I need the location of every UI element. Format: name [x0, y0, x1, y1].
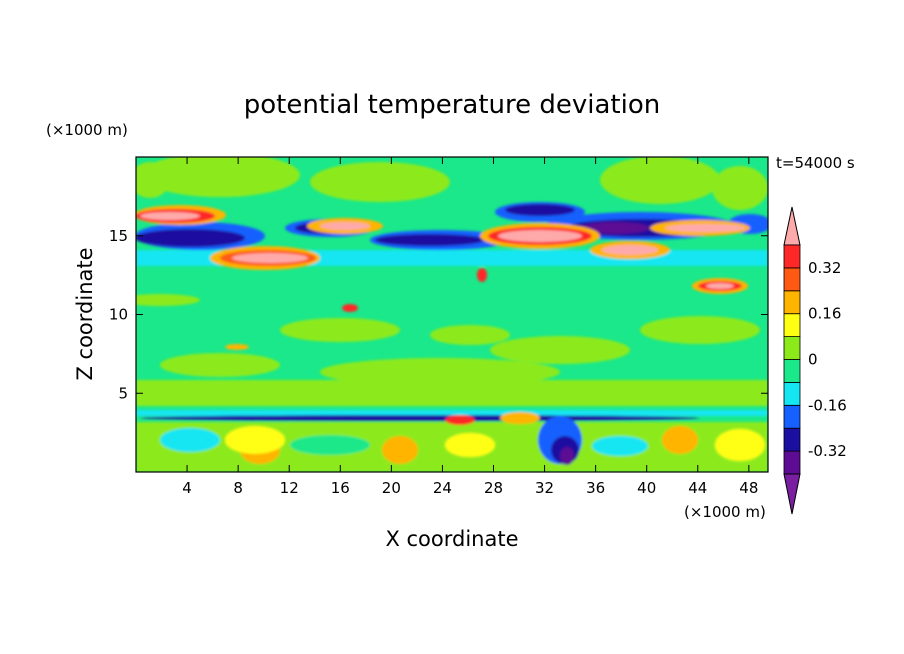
field-red: [477, 268, 487, 282]
field-navy: [136, 229, 245, 247]
colorbar-extend-high: [783, 206, 801, 246]
x-axis: 4 8 12 16 20 24 28 32 36 40 44 48: [182, 157, 758, 497]
y-tick-label: 5: [118, 384, 128, 402]
x-tick-label: 12: [280, 479, 299, 497]
colorbar-segment: [783, 359, 801, 383]
field-pink: [232, 253, 308, 263]
colorbar-segment: [783, 267, 801, 292]
field-yellow: [445, 433, 495, 457]
field-orange: [662, 426, 698, 454]
colorbar-label: 0: [808, 351, 818, 369]
x-tick-label: 4: [182, 479, 192, 497]
colorbar-label: 0.32: [808, 259, 841, 277]
field-navy: [140, 415, 700, 421]
x-tick-label: 32: [535, 479, 554, 497]
field-yellow: [225, 426, 285, 454]
field-lime: [136, 162, 170, 198]
x-tick-label: 24: [433, 479, 452, 497]
field-pink: [602, 245, 658, 255]
colorbar-label: -0.16: [808, 396, 847, 414]
field-pink: [706, 283, 734, 289]
field-lime: [430, 325, 510, 345]
field-lime: [160, 353, 280, 377]
colorbar-extend-low: [783, 473, 801, 515]
colorbar-label: 0.16: [808, 305, 841, 323]
chart-title: potential temperature deviation: [244, 90, 660, 120]
field-red: [445, 415, 475, 425]
x-tick-label: 8: [233, 479, 243, 497]
field-pink: [498, 230, 582, 242]
field-lime: [712, 166, 768, 210]
field-lime: [140, 157, 300, 197]
field-lime: [310, 162, 450, 202]
y-axis-label: Z coordinate: [73, 247, 97, 380]
colorbar: 0.32 0.16 0 -0.16 -0.32: [783, 206, 847, 515]
field-purple: [560, 447, 574, 465]
field-pink: [320, 222, 370, 230]
colorbar-segment: [783, 404, 801, 429]
time-label: t=54000 s: [776, 154, 855, 172]
y-unit-label: (×1000 m): [46, 121, 128, 139]
field-cyan: [592, 436, 648, 456]
field-pink: [140, 212, 200, 220]
x-tick-label: 20: [382, 479, 401, 497]
x-tick-label: 44: [688, 479, 707, 497]
colorbar-segment: [783, 450, 801, 475]
y-tick-label: 15: [109, 227, 128, 245]
x-tick-label: 28: [484, 479, 503, 497]
field-lime: [280, 318, 400, 342]
y-tick-label: 10: [109, 306, 128, 324]
field-yellow: [715, 429, 765, 461]
field-orange: [225, 344, 249, 350]
x-unit-label: (×1000 m): [684, 503, 766, 521]
x-tick-label: 48: [739, 479, 758, 497]
colorbar-label: -0.32: [808, 442, 847, 460]
colorbar-segment: [783, 290, 801, 315]
field-red: [342, 304, 358, 312]
field-cyan-thin: [136, 410, 768, 416]
field-lime: [640, 316, 760, 344]
field-green: [290, 435, 370, 455]
field-orange: [500, 412, 540, 424]
field-lime: [136, 294, 200, 306]
colorbar-segment: [783, 427, 801, 452]
x-axis-label: X coordinate: [385, 527, 518, 551]
field-navy: [505, 204, 575, 216]
x-tick-label: 40: [637, 479, 656, 497]
field-lime: [320, 358, 560, 386]
field-lime: [600, 157, 720, 204]
field-lime-band: [136, 380, 768, 406]
field-pink: [665, 224, 745, 232]
x-tick-label: 16: [331, 479, 350, 497]
field-cyan: [160, 428, 220, 452]
field-orange: [382, 436, 418, 464]
field-lime: [490, 336, 630, 364]
x-tick-label: 36: [586, 479, 605, 497]
colorbar-segment: [783, 336, 801, 360]
field-navy: [375, 234, 485, 246]
colorbar-segment: [783, 244, 801, 269]
field-purple: [580, 222, 650, 234]
contour-field: [136, 157, 768, 472]
colorbar-segment: [783, 313, 801, 338]
y-axis: 5 10 15: [109, 227, 768, 402]
colorbar-segment: [783, 381, 801, 406]
